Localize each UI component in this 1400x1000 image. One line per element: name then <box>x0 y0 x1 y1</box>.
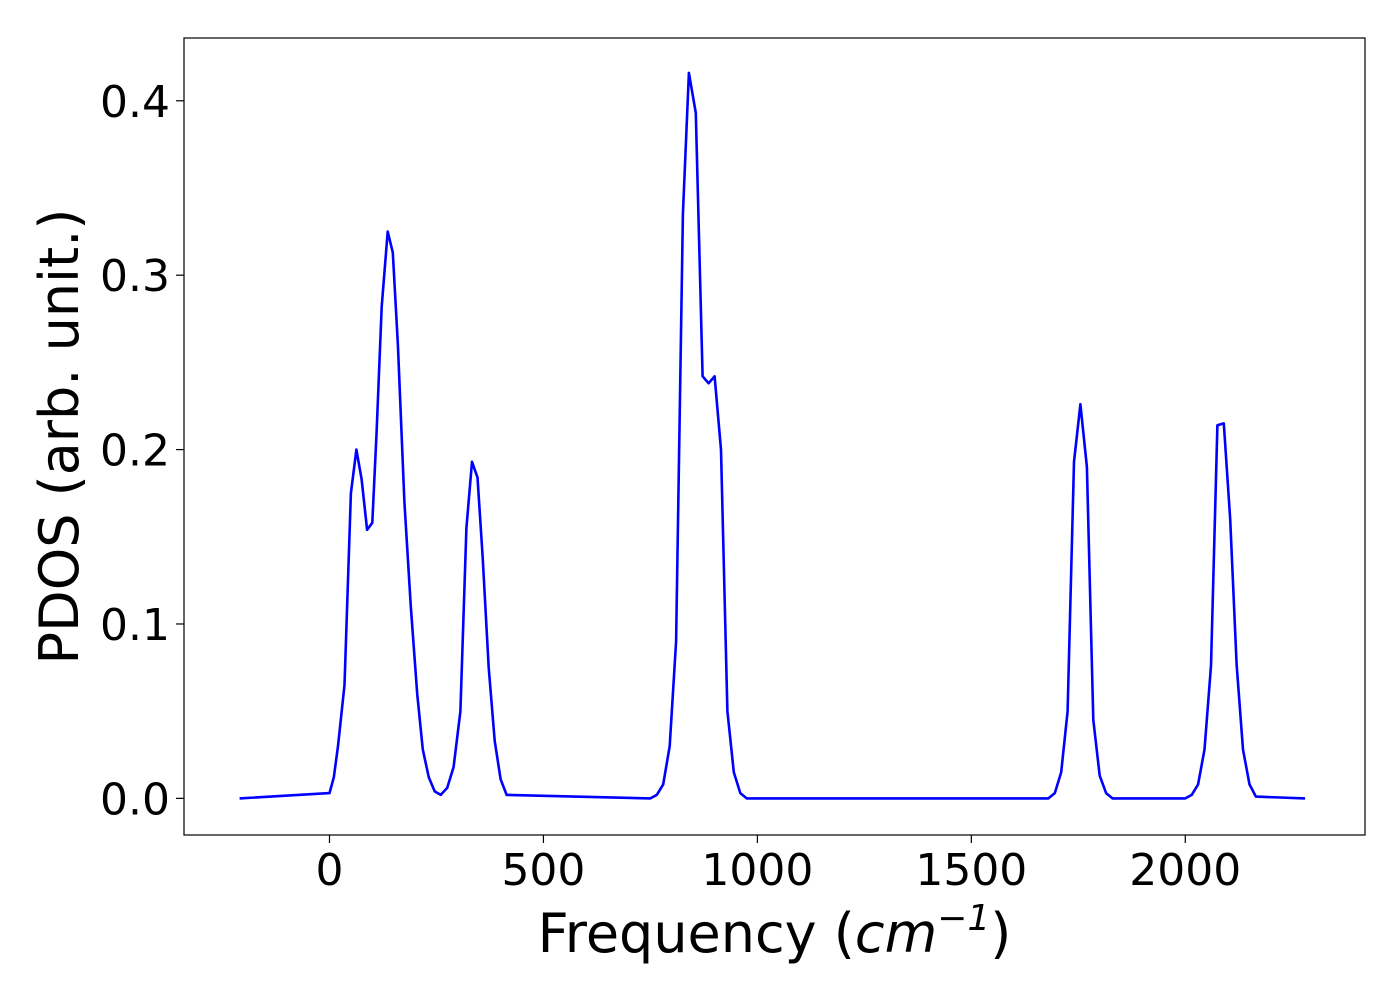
y-axis-title: PDOS (arb. unit.) <box>28 209 91 665</box>
y-tick-label: 0.3 <box>100 251 170 302</box>
y-tick-label: 0.2 <box>100 426 170 477</box>
series-line-0 <box>239 71 1306 800</box>
x-axis-title: Frequency (cm−1) <box>538 898 1012 965</box>
x-tick-label: 2000 <box>1129 845 1241 896</box>
y-tick-label: 0.0 <box>100 774 170 825</box>
x-tick-label: 1000 <box>701 845 813 896</box>
y-tick-label: 0.4 <box>100 77 170 128</box>
x-axis-title-prefix: Frequency ( <box>538 902 855 965</box>
x-tick-label: 0 <box>315 845 343 896</box>
y-tick-label: 0.1 <box>100 600 170 651</box>
x-axis-title-unit: cm <box>855 902 937 965</box>
x-axis: 0 500 1000 1500 2000 <box>315 835 1241 896</box>
x-tick-label: 500 <box>501 845 585 896</box>
x-axis-title-exponent: −1 <box>937 898 990 939</box>
y-axis: 0.0 0.1 0.2 0.3 0.4 <box>100 77 184 825</box>
plot-area <box>239 71 1306 800</box>
x-tick-label: 1500 <box>915 845 1027 896</box>
x-axis-title-suffix: ) <box>990 902 1011 965</box>
axes-frame <box>183 37 1366 836</box>
